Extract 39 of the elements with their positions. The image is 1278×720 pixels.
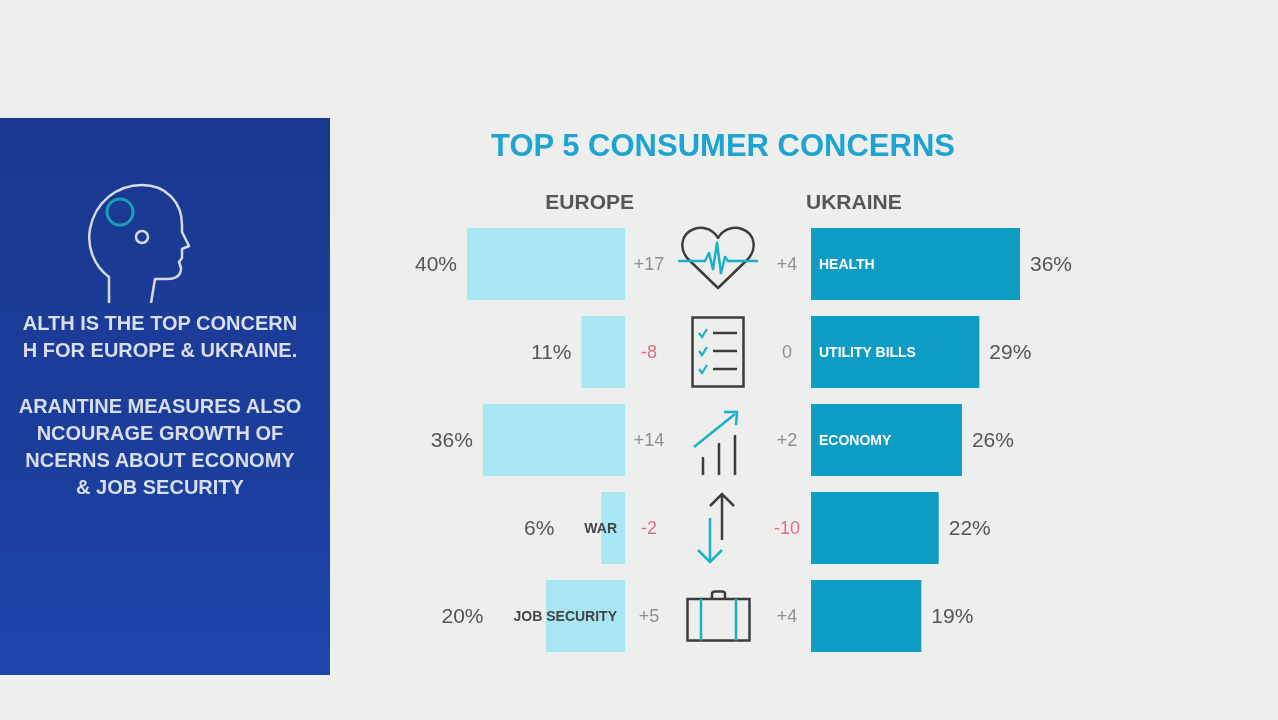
bar bbox=[546, 579, 625, 653]
category-label: JOB SECURITY bbox=[513, 607, 617, 624]
text: +5 bbox=[638, 605, 660, 626]
text: -2 bbox=[640, 517, 658, 538]
text: +14 bbox=[633, 429, 665, 450]
bar bbox=[811, 315, 980, 389]
series-label: EUROPE bbox=[545, 189, 634, 213]
category-label: WAR bbox=[584, 519, 617, 536]
bar bbox=[811, 403, 962, 477]
bar bbox=[811, 491, 939, 565]
data-label: 22% bbox=[948, 515, 991, 539]
data-label: 36% bbox=[1030, 251, 1073, 275]
bar bbox=[811, 579, 922, 653]
text: +4 bbox=[776, 605, 798, 626]
text: +2 bbox=[776, 429, 798, 450]
category-label: HEALTH bbox=[819, 255, 875, 272]
text: ARANTINE MEASURES ALSO NCOURAGE GROWTH OF NCERNS ABOUT ECONOMY & JOB SECURITY bbox=[17, 394, 303, 500]
category-label: ECONOMY bbox=[819, 431, 892, 448]
bar bbox=[467, 227, 625, 301]
data-label: 26% bbox=[971, 427, 1014, 451]
text: TOP 5 CONSUMER CONCERNS bbox=[490, 128, 956, 164]
series-label: UKRAINE bbox=[806, 189, 902, 213]
category-label: UTILITY BILLS bbox=[819, 343, 916, 360]
text: ALTH IS THE TOP CONCERN H FOR EUROPE & UKRAINE. bbox=[21, 311, 299, 363]
bar bbox=[482, 403, 625, 477]
text: +4 bbox=[776, 253, 798, 274]
text: +17 bbox=[633, 253, 665, 274]
text: -10 bbox=[773, 517, 801, 538]
data-label: 6% bbox=[523, 515, 555, 539]
text: -8 bbox=[640, 341, 658, 362]
data-label: 36% bbox=[430, 427, 473, 451]
data-label: 29% bbox=[989, 339, 1032, 363]
data-label: 11% bbox=[531, 339, 572, 363]
data-label: 19% bbox=[931, 603, 974, 627]
bar bbox=[811, 227, 1020, 301]
bar bbox=[581, 315, 625, 389]
text: 0 bbox=[781, 341, 793, 362]
data-label: 20% bbox=[441, 603, 484, 627]
data-label: 40% bbox=[414, 251, 457, 275]
